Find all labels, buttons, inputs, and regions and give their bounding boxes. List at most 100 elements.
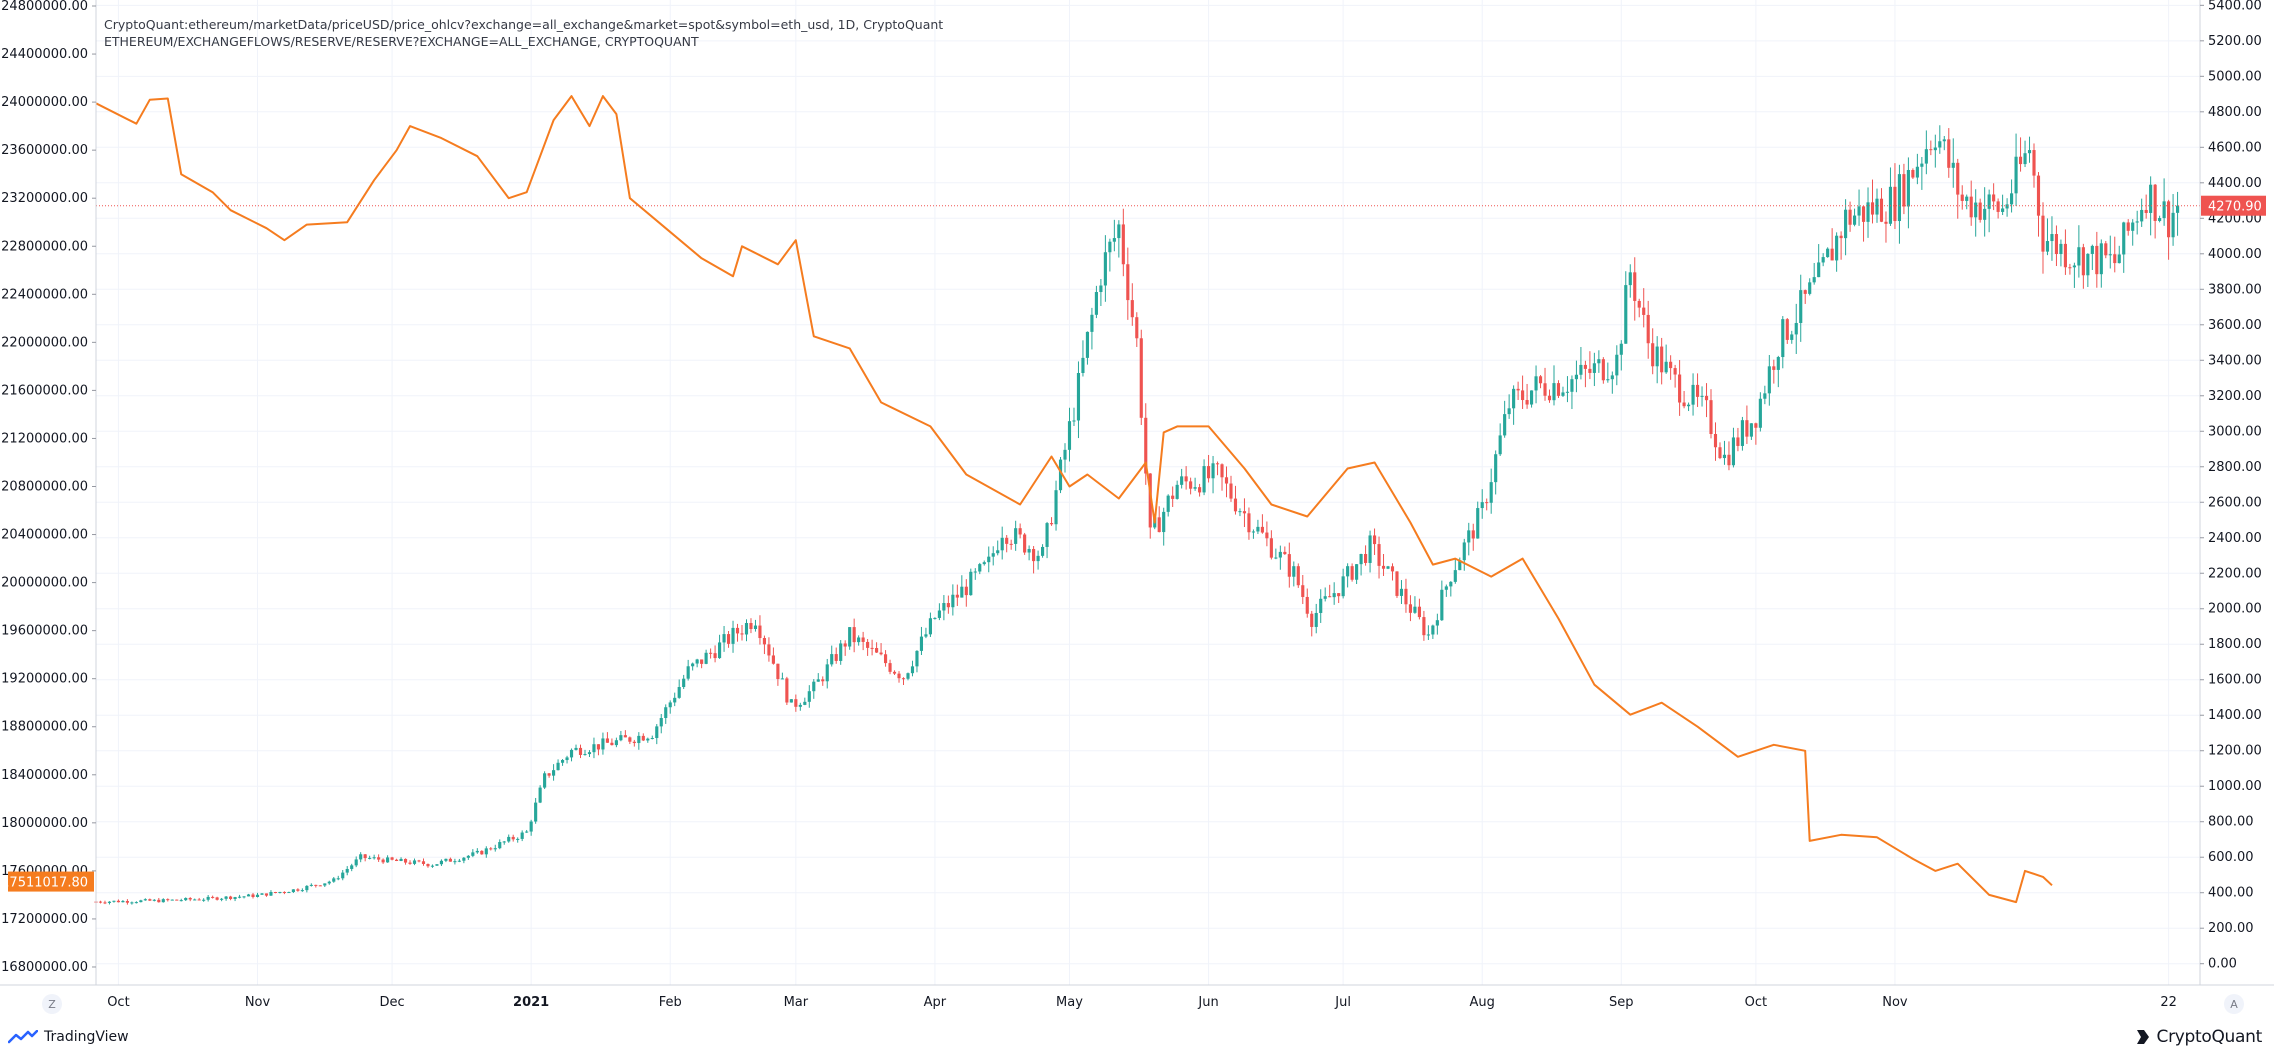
candle-body — [1933, 147, 1937, 151]
candle-body — [628, 737, 632, 742]
x-tick-label: 2021 — [513, 995, 549, 1010]
candle-body — [498, 842, 502, 849]
candle-body — [1193, 487, 1197, 489]
candle-body — [269, 891, 273, 896]
legend-reserve-series: ETHEREUM/EXCHANGEFLOWS/RESERVE/RESERVE?E… — [104, 34, 699, 49]
candle-body — [350, 865, 354, 869]
candle-body — [1642, 307, 1646, 315]
candle-body — [1992, 194, 1996, 202]
candle-body — [767, 644, 771, 656]
candle-body — [282, 891, 286, 893]
candle-body — [116, 900, 121, 903]
candle-body — [1924, 149, 1928, 164]
left-tick-label: 20800000.00 — [1, 479, 88, 494]
candle-body — [1283, 551, 1287, 555]
left-tick-label: 18000000.00 — [1, 816, 88, 831]
candle-body — [2036, 175, 2041, 216]
candle-body — [1224, 477, 1229, 484]
candle-body — [1054, 490, 1058, 525]
candle-body — [1776, 357, 1780, 370]
candle-body — [166, 899, 170, 901]
tradingview-icon — [8, 1030, 38, 1044]
candle-body — [1139, 338, 1143, 418]
candle-body — [202, 899, 206, 901]
candle-body — [2018, 156, 2023, 165]
candle-body — [363, 854, 367, 859]
candle-body — [215, 897, 219, 900]
left-tick-label: 21200000.00 — [1, 431, 88, 446]
right-tick-label: 800.00 — [2208, 815, 2254, 830]
x-tick-label: Mar — [784, 995, 809, 1010]
candle-body — [1395, 571, 1399, 596]
candle-body — [525, 831, 529, 833]
candle-body — [417, 860, 421, 862]
candle-body — [1364, 554, 1368, 563]
candle-body — [372, 857, 376, 859]
candle-body — [1758, 398, 1762, 428]
candle-body — [664, 707, 668, 719]
candle-body — [1785, 319, 1789, 340]
candle-body — [291, 889, 295, 893]
candle-body — [354, 859, 358, 866]
candle-body — [574, 747, 578, 750]
candle-body — [1529, 390, 1534, 405]
candle-body — [1835, 235, 1839, 261]
candle-body — [1879, 198, 1884, 222]
candle-body — [466, 855, 470, 858]
left-tick-label: 24800000.00 — [1, 0, 88, 14]
candle-body — [771, 655, 775, 664]
x-tick-label: Oct — [107, 995, 129, 1010]
right-tick-label: 5000.00 — [2208, 69, 2262, 84]
candle-body — [1206, 466, 1211, 479]
right-tick-label: 0.00 — [2208, 957, 2237, 972]
candle-body — [264, 893, 269, 896]
candle-body — [1171, 495, 1175, 499]
candle-body — [273, 891, 278, 893]
right-tick-label: 400.00 — [2208, 886, 2254, 901]
left-tick-label: 23600000.00 — [1, 143, 88, 158]
candle-body — [1431, 625, 1435, 635]
candle-body — [1287, 554, 1291, 577]
tradingview-logo[interactable]: TradingView — [8, 1027, 129, 1047]
candle-body — [2027, 150, 2032, 154]
candle-body — [421, 861, 426, 864]
candle-body — [1310, 613, 1314, 627]
candle-body — [287, 892, 291, 894]
candle-body — [942, 603, 946, 611]
candle-body — [1058, 459, 1063, 491]
candle-body — [1565, 391, 1570, 393]
scale-auto-button[interactable]: A — [2224, 994, 2244, 1014]
candle-body — [1655, 346, 1659, 367]
candle-body — [1036, 555, 1040, 562]
right-tick-label: 4600.00 — [2208, 140, 2262, 155]
candle-body — [2010, 193, 2014, 205]
candle-body — [1799, 290, 1803, 323]
candle-body — [2099, 243, 2103, 275]
candle-body — [134, 902, 138, 904]
grid — [96, 0, 2200, 985]
candle-body — [1754, 423, 1758, 428]
candle-body — [300, 890, 304, 892]
candle-body — [883, 654, 888, 664]
candle-body — [646, 738, 650, 741]
candle-body — [839, 643, 843, 661]
candle-body — [2023, 153, 2027, 165]
candle-body — [592, 744, 596, 753]
candle-body — [2131, 222, 2135, 231]
candle-body — [1251, 531, 1255, 533]
scale-z-button[interactable]: Z — [42, 994, 62, 1014]
candle-body — [408, 862, 412, 864]
candle-body — [1337, 593, 1341, 597]
candle-body — [1884, 221, 1888, 224]
candle-body — [1359, 554, 1363, 565]
candle-body — [2054, 234, 2059, 255]
candle-body — [121, 900, 125, 903]
candle-body — [471, 852, 475, 856]
x-tick-label: May — [1056, 995, 1083, 1010]
candle-body — [103, 902, 107, 904]
candle-body — [305, 885, 309, 891]
candle-body — [1215, 463, 1220, 465]
candle-body — [1305, 596, 1309, 614]
